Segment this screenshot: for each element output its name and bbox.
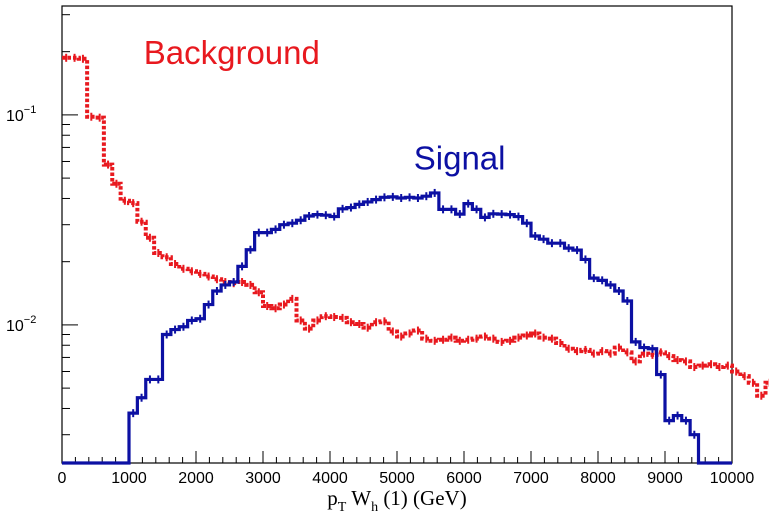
x-tick-label: 0 xyxy=(58,470,67,487)
x-tick-label: 10000 xyxy=(710,470,755,487)
y-tick-label: 10−1 xyxy=(6,104,36,125)
x-tick-label: 9000 xyxy=(647,470,683,487)
y-tick-labels: 10−1 10−2 xyxy=(6,104,36,335)
x-tick-label: 4000 xyxy=(312,470,348,487)
series-layer xyxy=(62,53,769,465)
x-tick-label: 5000 xyxy=(379,470,415,487)
plot-frame xyxy=(61,5,733,464)
x-tick-labels: 0 1000 2000 3000 4000 5000 6000 7000 8000 9000 100… xyxy=(58,470,755,487)
y-tick-label: 10−2 xyxy=(6,314,36,335)
axis-ticks xyxy=(61,14,733,463)
x-tick-label: 1000 xyxy=(111,470,147,487)
x-tick-label: 6000 xyxy=(446,470,482,487)
x-tick-label: 2000 xyxy=(178,470,214,487)
signal-label: Signal xyxy=(414,139,506,176)
legend-labels: Background Signal xyxy=(144,34,506,177)
x-axis-title: pT Wh (1) (GeV) xyxy=(327,486,466,515)
background-series-line xyxy=(62,55,769,398)
x-tick-label: 3000 xyxy=(245,470,281,487)
x-tick-label: 8000 xyxy=(580,470,616,487)
background-label: Background xyxy=(144,34,320,71)
signal-series-line xyxy=(62,191,732,465)
x-tick-label: 7000 xyxy=(513,470,549,487)
